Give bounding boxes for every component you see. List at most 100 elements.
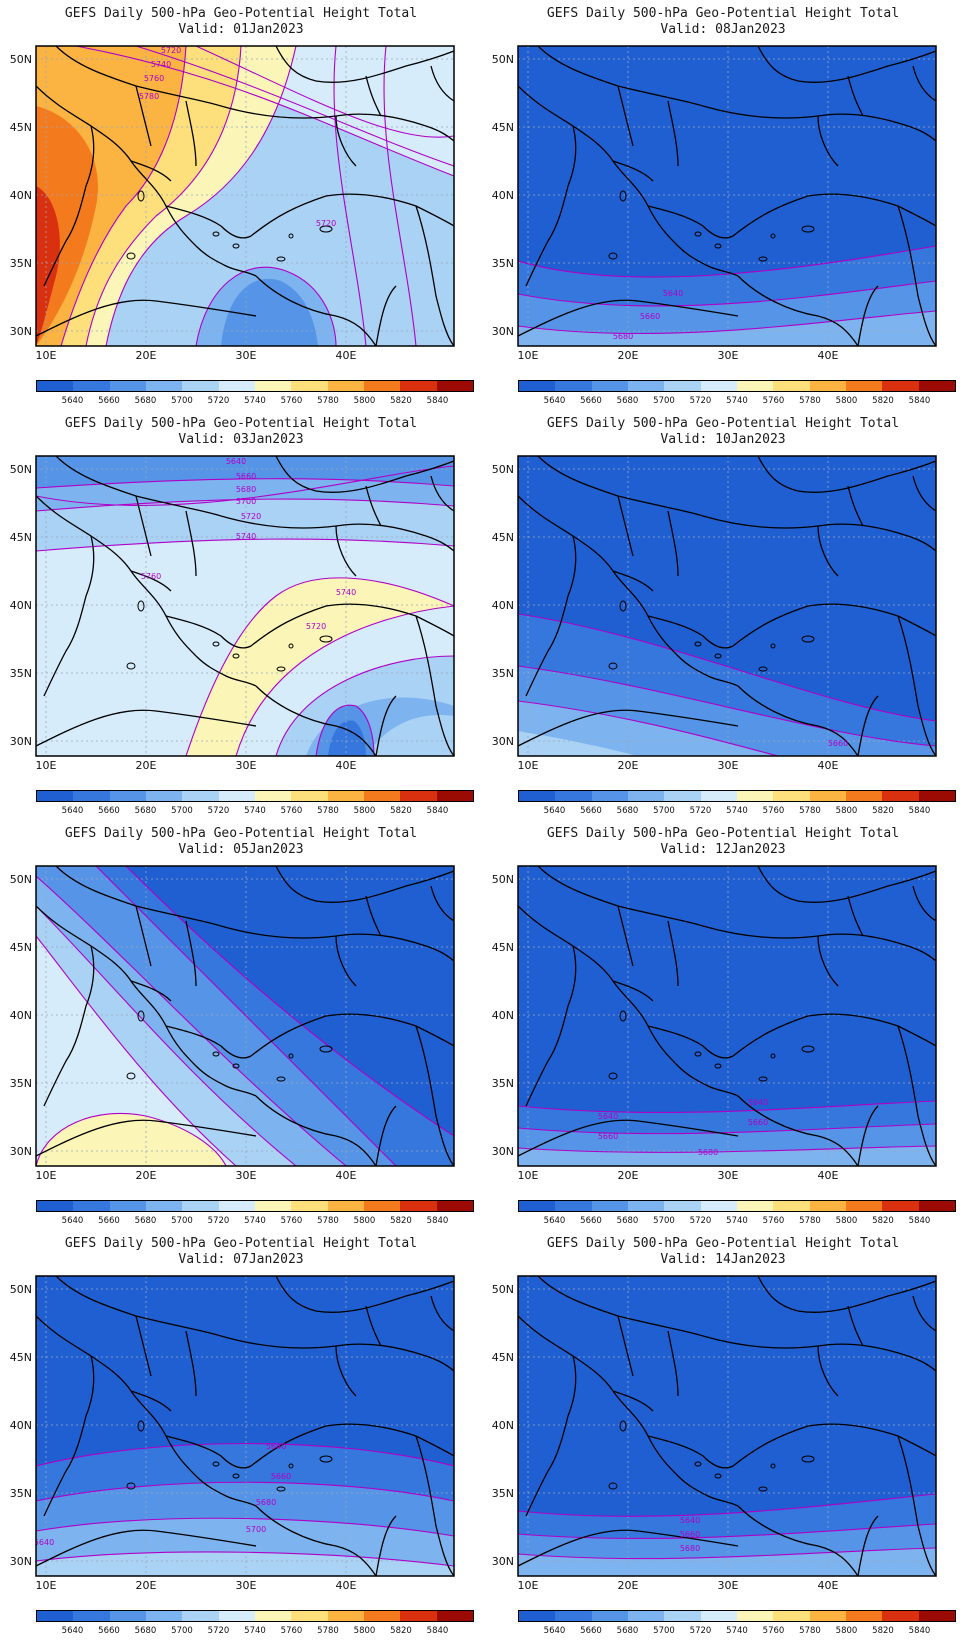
colorbar-label: 5740 [244, 1216, 266, 1226]
coastline [912, 1295, 936, 1332]
lat-tick-label: 30N [492, 735, 514, 748]
contour-line [518, 310, 936, 335]
island [608, 252, 618, 260]
coastline [732, 1423, 936, 1467]
coastline [737, 275, 859, 346]
coastline [255, 1505, 377, 1576]
colorbar-swatch [918, 1201, 955, 1211]
coastline [165, 205, 252, 239]
colorbar-label: 5780 [799, 1216, 821, 1226]
contour-label: 5640 [680, 1516, 700, 1525]
coastline [130, 570, 172, 592]
map-frame [517, 1275, 937, 1577]
coastline [220, 925, 454, 962]
colorbar-label: 5840 [908, 1216, 931, 1226]
coastline [135, 1315, 152, 1377]
contour-label: 5680 [256, 1498, 276, 1507]
island [608, 662, 618, 670]
lat-tick-label: 30N [10, 1555, 32, 1568]
lat-tick-label: 45N [492, 531, 514, 544]
coastline [857, 285, 879, 346]
coastline [375, 1515, 397, 1576]
height-fill-band [328, 720, 366, 756]
panel-title: GEFS Daily 500-hPa Geo-Potential Height … [546, 6, 900, 21]
island [126, 662, 136, 670]
colorbar-swatch [591, 1201, 628, 1211]
coastline [817, 115, 839, 167]
island [319, 1455, 333, 1463]
lat-tick-label: 50N [10, 873, 32, 886]
colorbar-swatch [109, 1201, 146, 1211]
panel-valid-date: Valid: 03Jan2023 [178, 432, 304, 447]
coastline [430, 65, 454, 102]
panel-title: GEFS Daily 500-hPa Geo-Potential Height … [546, 1236, 900, 1251]
island [232, 1063, 240, 1069]
map-canvas: 5720 5740 5760 5780 5720 30N 35N 40N 45N 50N 10E 20… [10, 45, 455, 362]
coastline [430, 1295, 454, 1332]
coastline [335, 1345, 357, 1397]
lon-tick-label: 40E [336, 349, 357, 362]
coastline [36, 495, 197, 657]
colorbar-swatch [145, 1611, 183, 1621]
coastline [525, 1355, 577, 1517]
panel-title: GEFS Daily 500-hPa Geo-Potential Height … [64, 6, 418, 21]
lon-tick-label: 30E [236, 1169, 257, 1182]
colorbar-swatch [773, 791, 810, 801]
coastline [732, 603, 936, 647]
contour-label: 5720 [306, 622, 326, 631]
coastline [165, 1435, 252, 1469]
island [714, 243, 722, 249]
colorbar-swatch [109, 791, 146, 801]
coastline [647, 615, 734, 649]
coastline [415, 1025, 454, 1166]
colorbar-swatch [363, 791, 401, 801]
coastline [677, 1065, 739, 1097]
coastline [897, 615, 936, 756]
contour-line [518, 1145, 936, 1153]
coastline [677, 1475, 739, 1507]
colorbar-swatch [73, 1201, 110, 1211]
coastline [36, 1315, 197, 1477]
lat-tick-label: 40N [10, 599, 32, 612]
contour-line [518, 613, 936, 722]
lon-tick-label: 40E [818, 1169, 839, 1182]
contour-label: 5660 [271, 1472, 291, 1481]
colorbar-swatch [664, 791, 701, 801]
contour-label: 5640 [598, 1112, 618, 1121]
colorbar-label: 5680 [134, 1626, 157, 1636]
map-canvas: 5640 5640 5660 5660 5680 30N 35N 40N 45N 50N 10E 20… [492, 865, 937, 1182]
colorbar-swatch [109, 1611, 146, 1621]
lon-tick-label: 40E [336, 1579, 357, 1592]
colorbar-label: 5700 [171, 396, 193, 406]
colorbar-swatch [218, 1611, 255, 1621]
lon-tick-label: 20E [618, 1579, 639, 1592]
lat-tick-label: 30N [10, 735, 32, 748]
coastline [335, 935, 357, 987]
colorbar-label: 5760 [280, 806, 303, 816]
height-fill-band [518, 1276, 936, 1576]
contour-label: 5720 [316, 219, 336, 228]
panel-valid-date: Valid: 08Jan2023 [660, 22, 786, 37]
lon-tick-label: 20E [618, 1169, 639, 1182]
coastline [365, 895, 382, 937]
contour-label: 5660 [236, 472, 256, 481]
colorbar-label: 5800 [835, 396, 858, 406]
island [770, 233, 776, 239]
contour-label: 5640 [663, 289, 683, 298]
colorbar-label: 5760 [762, 1626, 785, 1636]
colorbar-swatch [773, 381, 810, 391]
contour-line [36, 1112, 227, 1166]
colorbar-label: 5680 [616, 806, 639, 816]
island [714, 1473, 722, 1479]
contour-line [95, 866, 397, 1166]
colorbar-swatch [845, 1611, 883, 1621]
colorbar-swatch [254, 381, 292, 391]
coastline [612, 980, 654, 1002]
coastline [677, 245, 739, 277]
panel-valid-date: Valid: 07Jan2023 [178, 1252, 304, 1267]
contour-line [518, 700, 779, 756]
lon-tick-label: 40E [336, 759, 357, 772]
contour-line [518, 280, 936, 307]
colorbar-label: 5720 [207, 806, 230, 816]
colorbar-swatch [73, 791, 110, 801]
